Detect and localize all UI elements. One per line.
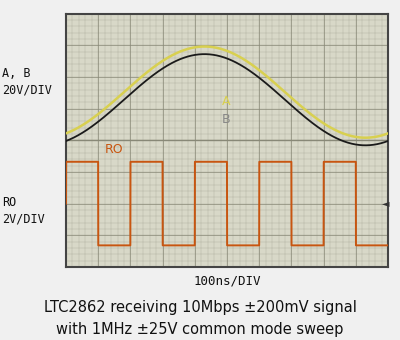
Text: ◄: ◄ bbox=[382, 199, 390, 208]
Text: A: A bbox=[222, 95, 231, 108]
Text: LTC2862 receiving 10Mbps ±200mV signal: LTC2862 receiving 10Mbps ±200mV signal bbox=[44, 300, 356, 315]
Text: 100ns/DIV: 100ns/DIV bbox=[194, 274, 261, 287]
Text: RO: RO bbox=[105, 143, 123, 156]
Text: B: B bbox=[222, 113, 231, 125]
Text: A, B
20V/DIV: A, B 20V/DIV bbox=[2, 67, 52, 97]
Text: RO
2V/DIV: RO 2V/DIV bbox=[2, 196, 45, 226]
Text: with 1MHz ±25V common mode sweep: with 1MHz ±25V common mode sweep bbox=[56, 322, 344, 337]
